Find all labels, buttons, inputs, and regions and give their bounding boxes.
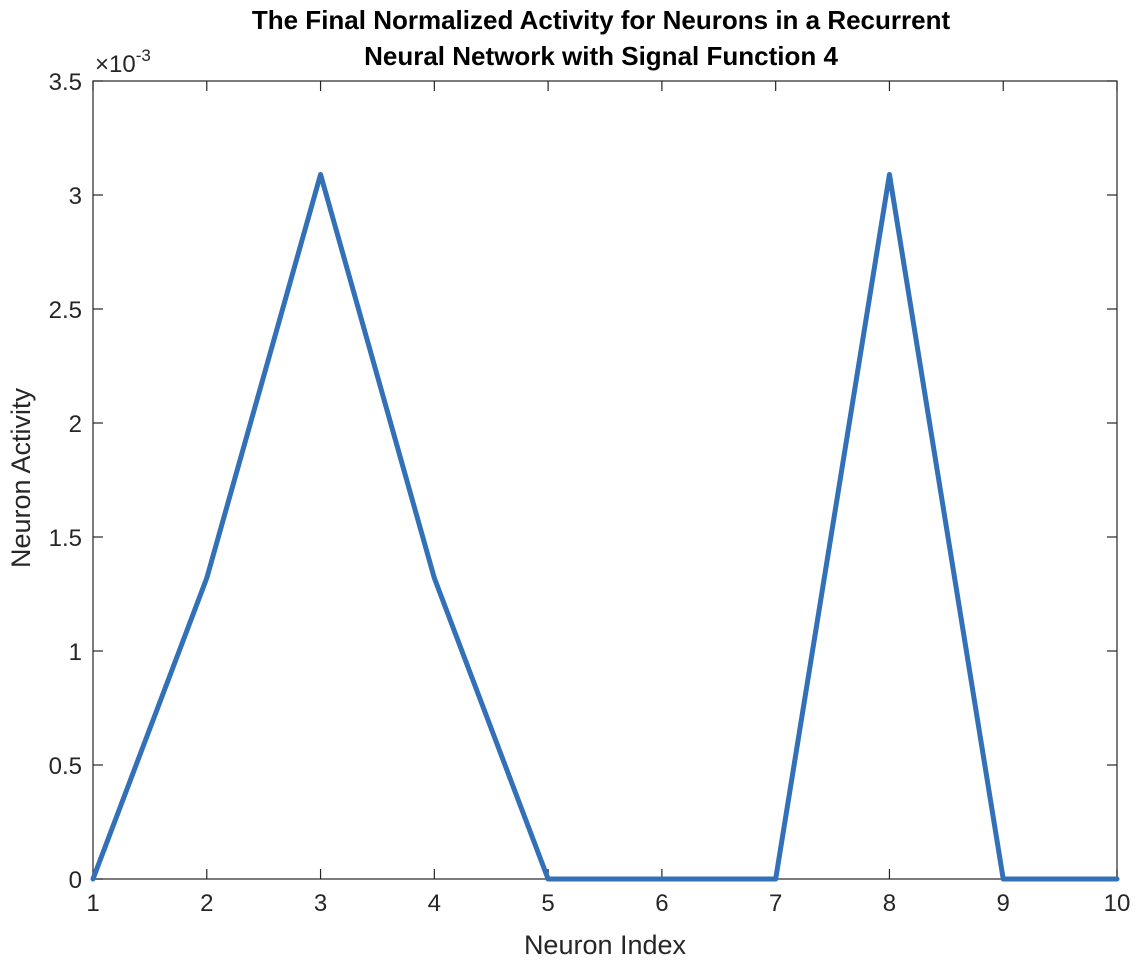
y-axis-exponent: ×10-3 — [95, 46, 151, 78]
y-axis-exponent-power: -3 — [136, 46, 151, 65]
y-axis-label: Neuron Activity — [6, 387, 36, 568]
x-tick-label: 2 — [200, 890, 213, 917]
series-line — [90, 171, 1120, 882]
data-point — [433, 577, 435, 579]
chart-title-line-2: Neural Network with Signal Function 4 — [364, 41, 838, 71]
series-layer — [90, 171, 1120, 882]
y-tick-label: 0.5 — [49, 753, 82, 780]
chart-title-line-1: The Final Normalized Activity for Neuron… — [252, 5, 951, 35]
data-point — [1002, 878, 1004, 880]
data-point — [206, 577, 208, 579]
y-axis-ticks: 0 0.5 1 1.5 2 2.5 3 3.5 — [49, 69, 1117, 894]
data-point — [661, 878, 663, 880]
data-point — [888, 173, 890, 175]
data-point — [1116, 878, 1118, 880]
x-tick-label: 1 — [86, 890, 99, 917]
x-tick-label: 7 — [769, 890, 782, 917]
data-point — [92, 878, 94, 880]
x-axis-label: Neuron Index — [524, 930, 687, 960]
x-tick-label: 6 — [655, 890, 668, 917]
data-point — [775, 878, 777, 880]
y-tick-label: 3 — [69, 183, 82, 210]
data-point — [547, 878, 549, 880]
y-tick-label: 2 — [69, 411, 82, 438]
y-tick-label: 0 — [69, 867, 82, 894]
x-tick-label: 4 — [428, 890, 441, 917]
y-tick-label: 3.5 — [49, 69, 82, 96]
data-point — [320, 173, 322, 175]
y-tick-label: 2.5 — [49, 297, 82, 324]
x-tick-label: 9 — [997, 890, 1010, 917]
x-tick-label: 5 — [541, 890, 554, 917]
y-tick-label: 1 — [69, 639, 82, 666]
y-tick-label: 1.5 — [49, 525, 82, 552]
x-axis-ticks: 1 2 3 4 5 6 7 8 9 10 — [86, 81, 1130, 917]
x-tick-label: 3 — [314, 890, 327, 917]
plot-area: 1 2 3 4 5 6 7 8 9 10 0 0.5 1 1.5 2 2.5 3 3.5 — [49, 69, 1131, 917]
x-tick-label: 10 — [1104, 890, 1131, 917]
x-tick-label: 8 — [883, 890, 896, 917]
y-axis-exponent-base: ×10 — [95, 51, 136, 78]
